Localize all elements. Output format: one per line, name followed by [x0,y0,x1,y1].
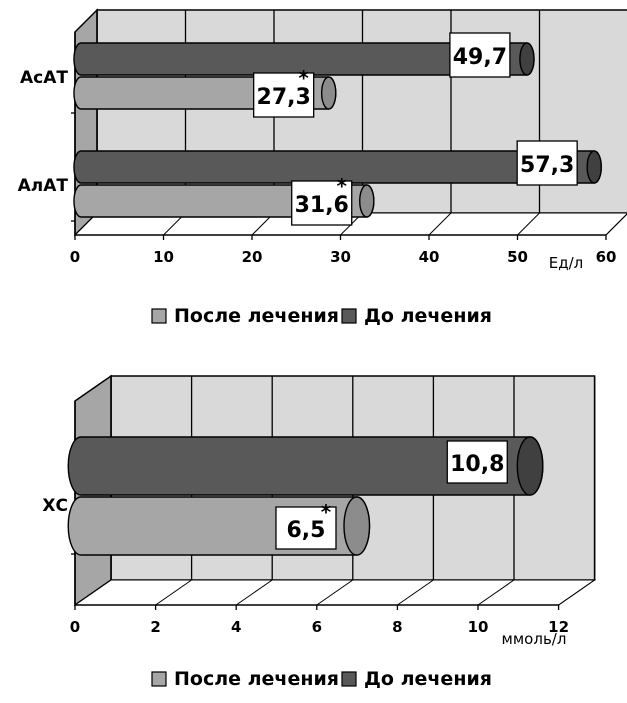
legend-label-after: После лечения [174,668,339,690]
floor-gridline [605,213,627,236]
legend: После лечения До лечения [151,305,492,327]
value-label-box [291,180,353,226]
floor-gridline [428,212,452,236]
x-axis-unit-label: ммоль/л [502,630,567,648]
legend-swatch-after [151,671,167,687]
legend-swatch-before [341,671,357,687]
bar-cap [343,496,371,556]
floor-gridline [477,579,515,606]
floor-gridline [397,579,434,606]
floor-gridline [74,579,112,606]
x-tick-label: 6 [312,618,322,636]
significance-asterisk: * [298,66,309,90]
legend-swatch-after [151,308,167,324]
floor-gridline [235,579,273,606]
legend-label-before: До лечения [364,305,492,327]
value-label: 10,8 [450,452,504,477]
value-label: 27,3 [257,85,311,110]
x-tick-label: 2 [150,618,160,636]
value-label: 49,7 [453,45,507,70]
category-label: АлАТ [18,176,69,196]
significance-asterisk: * [321,500,332,524]
x-tick-label: 8 [392,618,402,636]
legend-swatch-before [341,308,357,324]
value-label-box [449,32,511,78]
value-label-box [275,506,337,550]
legend: После лечения До лечения [151,668,492,690]
x-tick-label: 0 [70,618,80,636]
x-tick-label: 40 [419,248,440,266]
x-tick-label: 12 [548,618,569,636]
value-label: 31,6 [295,193,349,218]
value-label: 6,5 [286,518,325,543]
x-tick-label: 50 [507,248,528,266]
significance-asterisk: * [336,174,347,198]
floor-gridline [155,579,192,606]
legend-label-after: После лечения [174,305,339,327]
x-tick-label: 30 [330,248,351,266]
x-tick-label: 4 [231,618,241,636]
bar-cap [516,436,544,496]
floor-gridline [558,579,595,606]
floor-gridline [316,579,354,606]
value-label-box [253,72,315,118]
bar-cap [320,76,337,110]
value-label: 57,3 [520,153,574,178]
value-label-box [516,140,578,186]
legend-label-before: До лечения [364,668,492,690]
value-label-box [446,440,508,484]
category-label: АсАТ [20,68,68,88]
x-tick-label: 60 [596,248,617,266]
x-axis-unit-label: Ед/л [549,254,584,272]
x-tick-label: 0 [70,248,80,266]
bar-cap [359,184,375,218]
bar-cap [519,42,535,76]
x-tick-label: 20 [242,248,263,266]
category-label: ХС [42,496,68,516]
floor-gridline [517,212,540,236]
x-tick-label: 10 [153,248,174,266]
chart-panel-1: 0 10 20 30 40 50 60Ед/лАсАТ49,727,3*АлАТ57,331… [18,8,627,327]
bar-cap [586,150,602,184]
x-tick-label: 10 [468,618,489,636]
